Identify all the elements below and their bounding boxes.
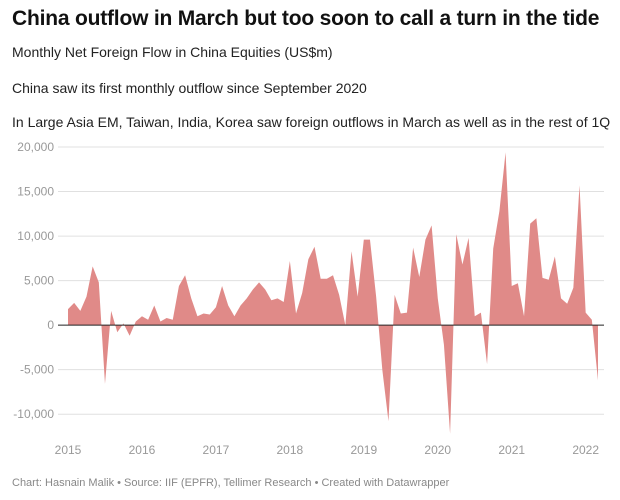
x-tick-label: 2016	[129, 443, 156, 457]
x-tick-label: 2017	[203, 443, 230, 457]
x-tick-label: 2019	[350, 443, 377, 457]
chart-footer: Chart: Hasnain Malik • Source: IIF (EPFR…	[12, 477, 450, 489]
y-tick-label: 10,000	[17, 229, 54, 243]
x-tick-label: 2020	[424, 443, 451, 457]
net-flow-area	[68, 152, 598, 434]
axes: 20,000 15,000 10,000 5,000 0 -5,000 -10,000 201…	[13, 140, 604, 457]
chart-note-1: China saw its first monthly outflow sinc…	[12, 80, 367, 96]
y-tick-label: -10,000	[13, 407, 54, 421]
y-tick-label: -5,000	[20, 363, 54, 377]
data-series	[68, 152, 598, 434]
x-tick-label: 2018	[277, 443, 304, 457]
chart-subtitle: Monthly Net Foreign Flow in China Equiti…	[12, 44, 333, 60]
y-tick-label: 0	[47, 318, 54, 332]
y-tick-label: 15,000	[17, 185, 54, 199]
chart-note-2: In Large Asia EM, Taiwan, India, Korea s…	[12, 114, 611, 130]
chart-title: China outflow in March but too soon to c…	[12, 7, 600, 30]
y-tick-label: 5,000	[24, 274, 54, 288]
x-tick-label: 2022	[572, 443, 599, 457]
x-tick-label: 2015	[55, 443, 82, 457]
x-tick-label: 2021	[498, 443, 525, 457]
y-tick-label: 20,000	[17, 140, 54, 154]
